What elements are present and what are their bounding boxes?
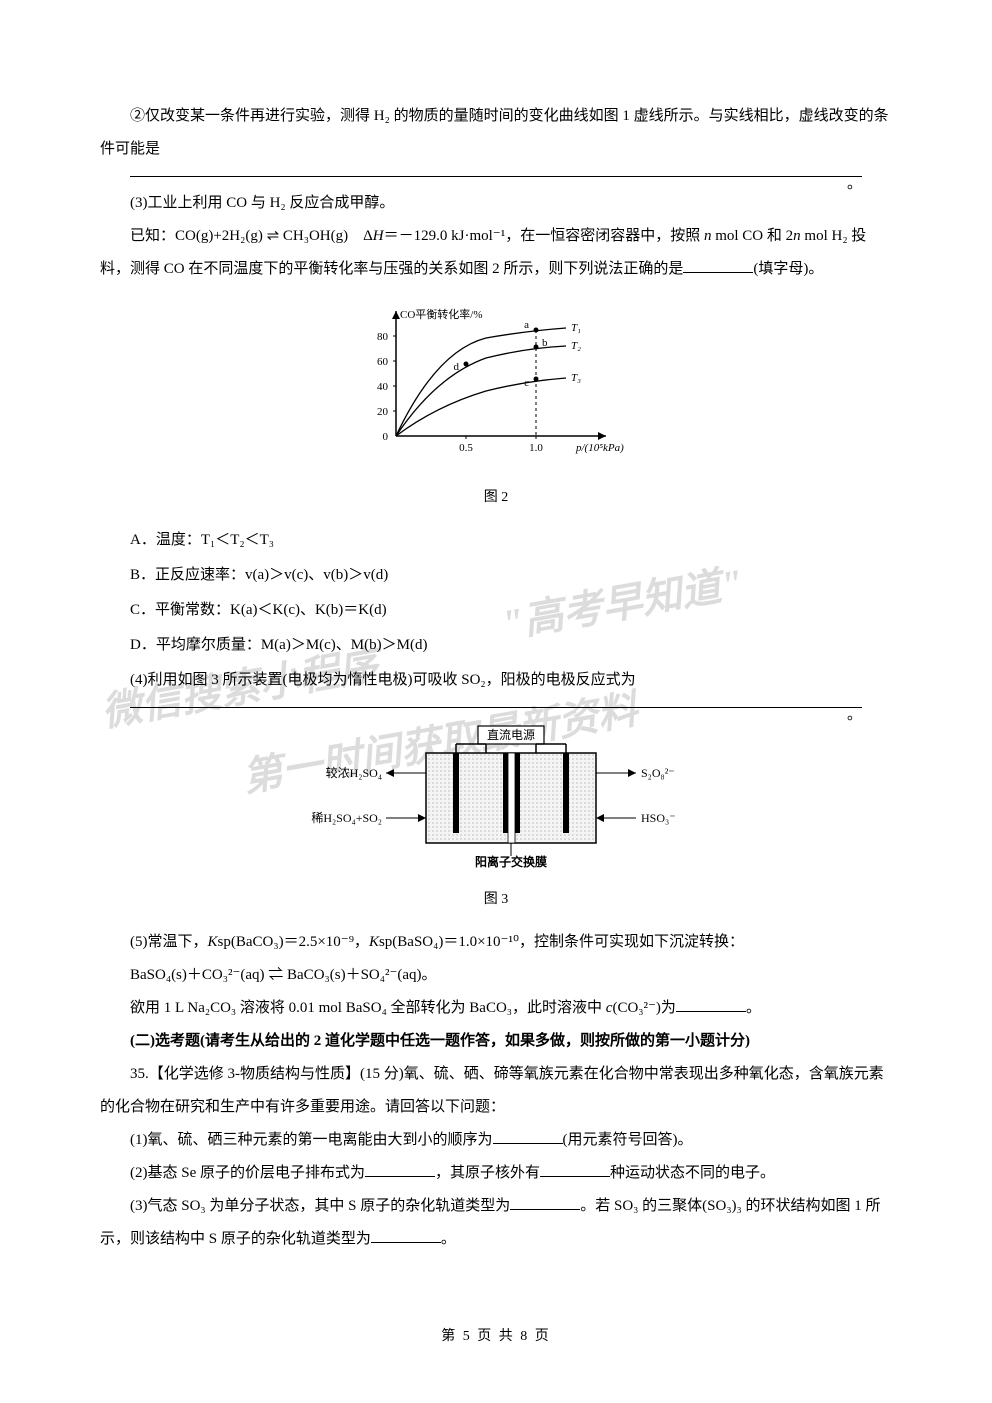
p5e: sp(BaSO₄)＝1.0×10⁻¹⁰，控制条件可实现如下沉淀转换： [379,934,744,950]
svg-text:c: c [524,377,529,389]
blank-35-2b [540,1176,610,1177]
p3-n2: n [793,228,801,244]
p5a: (5)常温下， [130,934,208,950]
p3-pre: 已知：CO(g)+2H₂(g) ⇌ CH₃OH(g) Δ [130,228,373,244]
svg-text:20: 20 [377,406,389,418]
svg-text:0.5: 0.5 [459,442,473,454]
option-B: B．正反应速率：v(a)＞v(c)、v(b)＞v(d) [100,559,892,592]
section-2-title: (二)选考题(请考生从给出的 2 道化学题中任选一题作答，如果多做，则按所做的第… [100,1025,892,1058]
blank-35-1 [493,1143,563,1144]
blank-p3 [683,272,753,273]
svg-text:40: 40 [377,381,389,393]
blank-35-3b [371,1242,441,1243]
svg-text:阳离子交换膜: 阳离子交换膜 [475,854,547,868]
svg-text:80: 80 [377,331,389,343]
dc-source-label: 直流电源 [487,728,535,742]
svg-text:b: b [542,337,548,349]
figure-3: 直流电源 较浓H₂SO₄ 稀H₂SO₄+SO₂ S₂O₈²⁻ [100,718,892,916]
q35-2c: 种运动状态不同的电子。 [610,1165,775,1181]
svg-text:T₃: T₃ [571,372,581,384]
p3-H: H [373,228,384,244]
p5d: K [369,934,379,950]
blank-p5 [676,1011,746,1012]
option-C: C．平衡常数：K(a)＜K(c)、K(b)＝K(d) [100,594,892,627]
figure-2: 20 40 60 80 0 0.5 1.0 a b c d CO平衡转化率/% … [100,296,892,514]
q35-intro: 35.【化学选修 3-物质结构与性质】(15 分)氧、硫、硒、碲等氧族元素在化合… [100,1058,892,1124]
svg-text:S₂O₈²⁻: S₂O₈²⁻ [641,766,675,780]
figure-2-label: 图 2 [100,483,892,514]
q35-1a: (1)氧、硫、硒三种元素的第一电离能由大到小的顺序为 [130,1132,493,1148]
p5c: sp(BaCO₃)＝2.5×10⁻⁹， [218,934,369,950]
paragraph-1: ②仅改变某一条件再进行实验，测得 H₂ 的物质的量随时间的变化曲线如图 1 虚线… [100,100,892,166]
blank-35-2a [365,1176,435,1177]
svg-text:CO平衡转化率/%: CO平衡转化率/% [400,307,483,321]
q35-2a: (2)基态 Se 原子的价层电子排布式为 [130,1165,365,1181]
q35-1b: (用元素符号回答)。 [563,1132,693,1148]
q35-3c: 。 [441,1231,456,1247]
chart-svg: 20 40 60 80 0 0.5 1.0 a b c d CO平衡转化率/% … [346,296,646,466]
electro-svg: 直流电源 较浓H₂SO₄ 稀H₂SO₄+SO₂ S₂O₈²⁻ [276,718,716,868]
paragraph-5q: 欲用 1 L Na₂CO₃ 溶液将 0.01 mol BaSO₄ 全部转化为 B… [100,992,892,1025]
blank-line-1: 。 [100,176,892,177]
svg-text:T₁: T₁ [571,322,581,334]
paragraph-5: (5)常温下，Ksp(BaCO₃)＝2.5×10⁻⁹，Ksp(BaSO₄)＝1.… [100,926,892,959]
p5qa: 欲用 1 L Na₂CO₃ 溶液将 0.01 mol BaSO₄ 全部转化为 B… [130,1000,606,1016]
blank-35-3a [510,1209,580,1210]
p3-p1: mol CO 和 2 [711,228,793,244]
svg-text:a: a [524,319,529,331]
p5b: K [208,934,218,950]
page-number: 第 5 页 共 8 页 [0,1322,992,1353]
q35-3a: (3)气态 SO₃ 为单分子状态，其中 S 原子的杂化轨道类型为 [130,1198,510,1214]
paragraph-4: (4)利用如图 3 所示装置(电极均为惰性电极)可吸收 SO₂，阳极的电极反应式… [100,664,892,697]
svg-text:d: d [454,361,460,373]
blank-line-4: 。 [100,707,892,708]
p5qd: 。 [746,1000,761,1016]
p3-tail: (填字母)。 [753,261,823,277]
svg-text:1.0: 1.0 [529,442,543,454]
svg-text:60: 60 [377,356,389,368]
svg-text:T₂: T₂ [571,340,581,352]
option-D: D．平均摩尔质量：M(a)＞M(c)、M(b)＞M(d) [100,629,892,662]
paragraph-3: 已知：CO(g)+2H₂(g) ⇌ CH₃OH(g) ΔH＝－129.0 kJ·… [100,220,892,286]
svg-text:稀H₂SO₄+SO₂: 稀H₂SO₄+SO₂ [311,811,382,825]
svg-text:较浓H₂SO₄: 较浓H₂SO₄ [326,765,382,780]
paragraph-5eq: BaSO₄(s)＋CO₃²⁻(aq) ⇌ BaCO₃(s)＋SO₄²⁻(aq)。 [100,959,892,992]
figure-3-label: 图 3 [100,885,892,916]
q35-2: (2)基态 Se 原子的价层电子排布式为 ，其原子核外有 种运动状态不同的电子。 [100,1157,892,1190]
p3-mid: ＝－129.0 kJ·mol⁻¹，在一恒容密闭容器中，按照 [384,228,704,244]
p5qc: (CO₃²⁻)为 [612,1000,675,1016]
q35-3: (3)气态 SO₃ 为单分子状态，其中 S 原子的杂化轨道类型为。若 SO₃ 的… [100,1190,892,1256]
svg-text:HSO₃⁻: HSO₃⁻ [641,811,676,825]
paragraph-2: (3)工业上利用 CO 与 H₂ 反应合成甲醇。 [100,187,892,220]
svg-text:0: 0 [383,431,389,443]
svg-text:p/(10⁵kPa): p/(10⁵kPa) [575,442,624,454]
q35-1: (1)氧、硫、硒三种元素的第一电离能由大到小的顺序为 (用元素符号回答)。 [100,1124,892,1157]
q35-2b: ，其原子核外有 [435,1165,540,1181]
option-A: A．温度：T₁＜T₂＜T₃ [100,524,892,557]
